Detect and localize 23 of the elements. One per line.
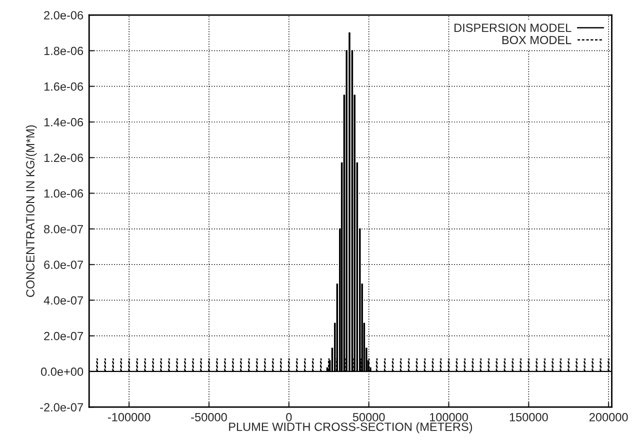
y-tick-label: 1.0e-06 — [44, 189, 84, 198]
y-tick-label: 0.0e+00 — [41, 368, 84, 376]
y-tick-label: -2.0e-07 — [40, 403, 83, 412]
x-tick-label: 100000 — [430, 412, 468, 422]
y-axis-title: CONCENTRATION IN KG/(M*M) — [26, 125, 37, 297]
x-tick-label: 150000 — [510, 412, 548, 422]
y-tick-label: 2.0e-07 — [44, 332, 83, 340]
y-tick-label: 6.0e-07 — [44, 260, 83, 269]
x-tick-label: 50000 — [352, 412, 385, 422]
y-tick-label: 1.4e-06 — [44, 118, 84, 126]
y-tick-label: 2.0e-06 — [44, 11, 84, 20]
x-tick-label: 200000 — [589, 412, 628, 422]
legend-label: BOX MODEL — [502, 36, 572, 44]
y-tick-label: 1.2e-06 — [44, 154, 84, 162]
y-tick-label: 8.0e-07 — [44, 224, 83, 234]
x-tick-label: 0 — [286, 412, 292, 422]
x-tick-label: -100000 — [108, 412, 150, 422]
x-axis-title: PLUME WIDTH CROSS-SECTION (METERS) — [229, 422, 472, 434]
legend-label: DISPERSION MODEL — [454, 24, 572, 32]
x-tick-label: -50000 — [191, 412, 227, 422]
y-tick-label: 1.8e-06 — [44, 46, 84, 56]
y-tick-label: 1.6e-06 — [44, 82, 84, 91]
y-tick-label: 4.0e-07 — [44, 296, 83, 305]
